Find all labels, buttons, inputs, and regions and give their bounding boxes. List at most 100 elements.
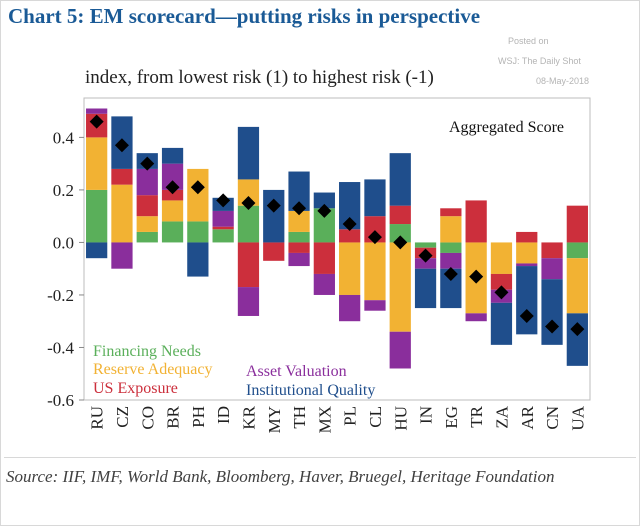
chart-subtitle: index, from lowest risk (1) to highest r… — [85, 67, 434, 88]
bar-segment-financing-needs — [566, 242, 588, 259]
bar-segment-asset-valuation — [288, 252, 310, 267]
bar-segment-asset-valuation — [161, 163, 184, 190]
bar-segment-us-exposure — [516, 231, 538, 243]
aggregate-score-point — [545, 319, 560, 334]
bar-segment-financing-needs — [414, 242, 437, 248]
bar-segment-asset-valuation — [136, 168, 158, 196]
watermark-date: 08-May-2018 — [536, 76, 590, 86]
x-tick-label: HU — [391, 406, 410, 431]
bar-segment-institutional-quality — [414, 268, 437, 309]
x-tick-label: BR — [164, 405, 183, 428]
aggregate-score-point — [342, 217, 357, 232]
x-tick-label: IN — [417, 406, 436, 424]
bar-segment-financing-needs — [86, 189, 108, 243]
bar-segment-reserve-adequacy — [187, 168, 209, 222]
bar-segment-us-exposure — [339, 229, 361, 243]
bar-segment-reserve-adequacy — [339, 242, 361, 295]
source-note: Source: IIF, IMF, World Bank, Bloomberg,… — [6, 467, 555, 486]
bar-segment-financing-needs — [313, 208, 335, 243]
bar-segment-reserve-adequacy — [440, 216, 462, 243]
x-tick-label: TH — [290, 406, 309, 429]
aggregate-score-point — [418, 248, 433, 263]
bar-segment-institutional-quality — [516, 266, 538, 335]
x-tick-label: EG — [442, 406, 461, 429]
bar-segment-institutional-quality — [237, 126, 260, 180]
x-tick-label: KR — [239, 405, 258, 429]
bar-segment-financing-needs — [288, 231, 310, 243]
bar-segment-us-exposure — [490, 273, 513, 290]
x-tick-label: ID — [214, 406, 233, 424]
bar-segment-asset-valuation — [465, 313, 487, 322]
bar-segment-us-exposure — [440, 208, 462, 217]
y-tick-label: -0.6 — [47, 391, 74, 410]
aggregate-score-point — [443, 266, 458, 281]
bar-segment-us-exposure — [161, 189, 184, 201]
bar-segment-us-exposure — [212, 226, 234, 230]
aggregate-score-point — [216, 193, 231, 208]
bar-segment-financing-needs — [237, 205, 260, 243]
y-tick-label: -0.2 — [47, 286, 74, 305]
bar-segment-us-exposure — [566, 205, 588, 243]
aggregate-score-point — [317, 203, 332, 218]
bar-segment-us-exposure — [313, 242, 335, 274]
stacked-bar-chart: -0.6 -0.4 -0.2 0.0 0.2 0.4 RU CZ CO BR PH ID KR MY TH M… — [47, 97, 591, 433]
bar-segment-financing-needs — [440, 242, 462, 253]
x-tick-label: CO — [138, 406, 157, 430]
bar-segment-asset-valuation — [212, 210, 234, 227]
bar-segment-institutional-quality — [86, 242, 108, 259]
y-tick-label: -0.4 — [47, 338, 74, 357]
x-tick-label: MX — [315, 406, 334, 433]
bar-segment-financing-needs — [136, 231, 158, 243]
bar-segment-reserve-adequacy — [389, 242, 411, 332]
y-tick-label: 0.0 — [53, 233, 74, 252]
bar-segment-asset-valuation — [364, 300, 386, 311]
bar-segment-us-exposure — [111, 168, 133, 185]
bar-segment-institutional-quality — [161, 147, 184, 164]
aggregate-score-point — [266, 198, 281, 213]
aggregate-score-point — [190, 180, 205, 195]
bar-segment-reserve-adequacy — [364, 242, 386, 301]
bar-segment-institutional-quality — [541, 279, 563, 345]
bar-segment-us-exposure — [465, 200, 487, 243]
bar-segment-reserve-adequacy — [516, 242, 538, 264]
bar-segment-reserve-adequacy — [86, 137, 108, 190]
x-tick-label: RU — [88, 406, 107, 430]
x-tick-label: MY — [265, 406, 284, 433]
bar-segment-financing-needs — [389, 224, 411, 243]
aggregate-score-point — [469, 269, 484, 284]
aggregate-score-point — [114, 138, 129, 153]
bar-segment-asset-valuation — [516, 263, 538, 267]
aggregate-score-point — [519, 308, 534, 323]
aggregate-score-point — [89, 114, 104, 129]
legend-entry-us-exposure: US Exposure — [93, 380, 178, 397]
y-tick-label: 0.4 — [53, 128, 75, 147]
bar-segment-reserve-adequacy — [566, 258, 588, 314]
bar-segment-institutional-quality — [389, 153, 411, 206]
bar-segment-reserve-adequacy — [490, 242, 513, 274]
y-tick-label: 0.2 — [53, 181, 74, 200]
x-tick-label: PL — [341, 406, 360, 426]
aggregate-score-point — [241, 196, 256, 211]
bar-segment-asset-valuation — [339, 294, 361, 322]
bar-segment-institutional-quality — [490, 302, 513, 345]
bar-segment-reserve-adequacy — [161, 200, 184, 222]
aggregate-score-label: Aggregated Score — [449, 119, 564, 136]
bar-segment-asset-valuation — [86, 108, 108, 114]
bar-segment-financing-needs — [212, 229, 234, 243]
bar-segment-asset-valuation — [313, 273, 335, 295]
legend-entry-institutional-quality: Institutional Quality — [246, 382, 375, 399]
bar-segment-us-exposure — [237, 242, 260, 288]
bar-segment-asset-valuation — [440, 252, 462, 269]
chart-title: Chart 5: EM scorecard—putting risks in p… — [8, 4, 481, 28]
aggregate-score-point — [292, 201, 307, 216]
legend-entry-asset-valuation: Asset Valuation — [246, 363, 347, 380]
x-tick-label: UA — [568, 405, 587, 430]
aggregate-score-point — [393, 235, 408, 250]
source-divider — [4, 457, 636, 458]
bar-segment-asset-valuation — [414, 258, 437, 269]
aggregate-score-point — [140, 156, 155, 171]
aggregate-score-point — [494, 285, 509, 300]
bar-segment-institutional-quality — [313, 192, 335, 209]
x-tick-label: CZ — [113, 406, 132, 428]
bar-segment-asset-valuation — [237, 287, 260, 316]
